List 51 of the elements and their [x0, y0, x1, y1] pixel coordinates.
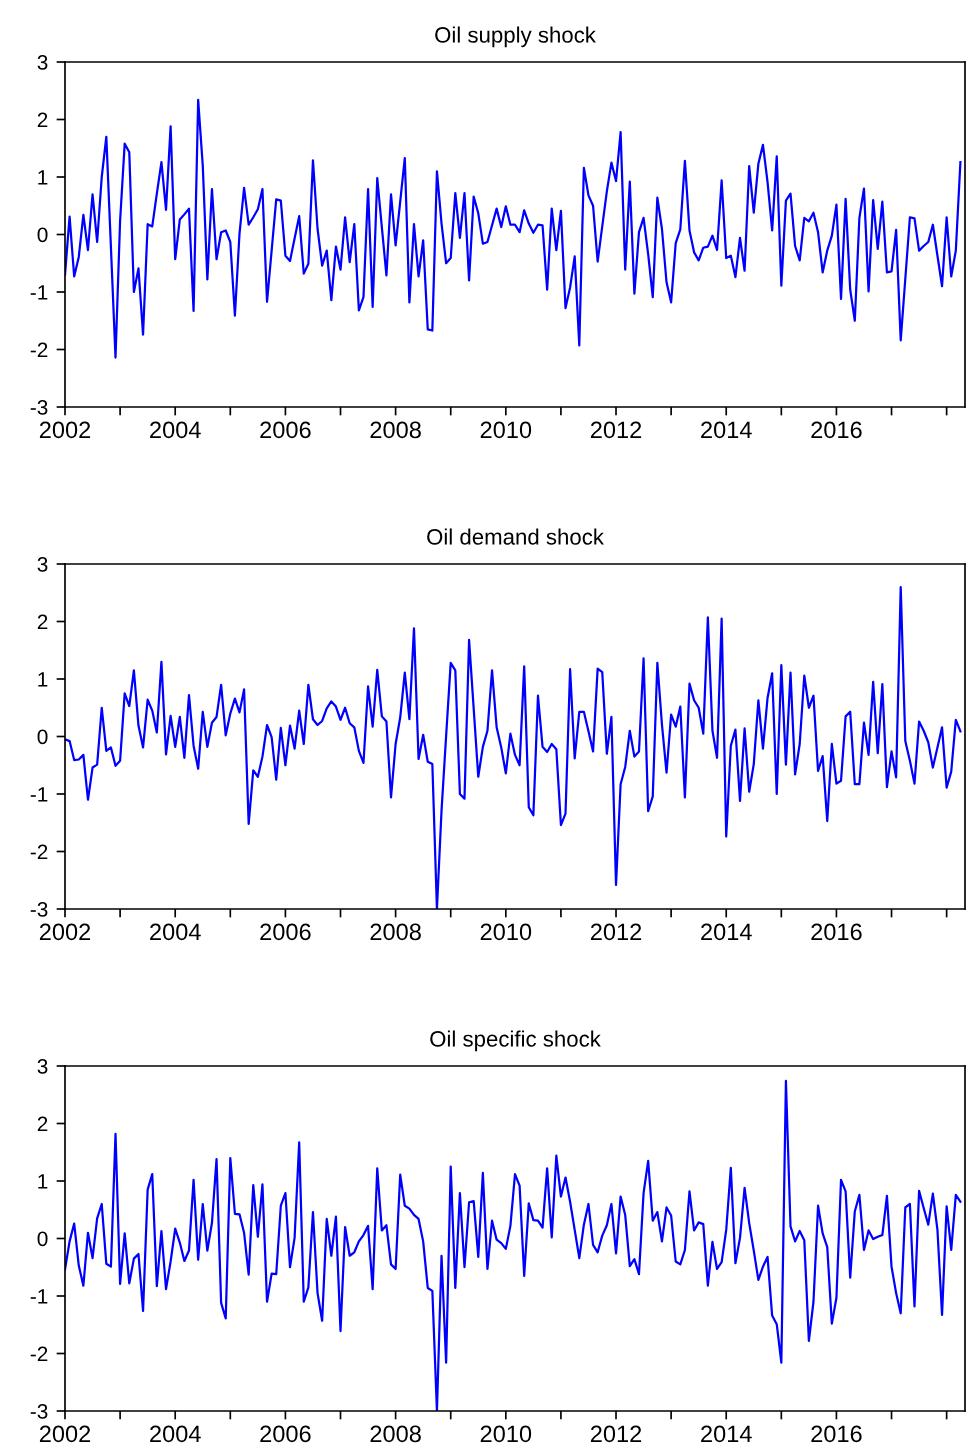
x-tick-label: 2002	[39, 1425, 91, 1443]
x-tick-label: 2016	[811, 923, 862, 941]
x-tick-label: 2006	[260, 421, 311, 439]
y-tick-label: -1	[30, 285, 48, 300]
x-tick-label: 2002	[39, 421, 91, 439]
x-tick-label: 2012	[590, 923, 642, 941]
y-tick-label: 2	[37, 614, 48, 630]
y-tick-label: -1	[30, 787, 48, 802]
x-tick-label: 2008	[370, 923, 421, 941]
x-tick-label: 2006	[260, 1425, 311, 1443]
line-series	[65, 98, 962, 359]
chart-title: Oil demand shock	[427, 528, 604, 545]
x-tick-label: 2016	[811, 421, 862, 439]
chart-title: Oil supply shock	[435, 26, 596, 48]
y-tick-label: 0	[37, 729, 48, 745]
x-tick-label: 2004	[150, 421, 201, 439]
y-tick-label: -3	[30, 400, 48, 415]
y-tick-label: 1	[38, 672, 48, 687]
y-tick-label: 2	[37, 1116, 48, 1132]
y-tick-label: -3	[30, 1404, 48, 1419]
line-series	[65, 1079, 962, 1411]
x-tick-label: 2016	[811, 1425, 862, 1443]
x-tick-label: 2010	[480, 923, 532, 941]
y-tick-label: -2	[30, 1346, 48, 1362]
y-tick-label: -1	[30, 1289, 48, 1304]
y-tick-label: 0	[37, 227, 48, 243]
y-tick-label: -3	[30, 902, 48, 917]
y-tick-label: 3	[37, 55, 48, 70]
y-tick-label: 0	[37, 1231, 48, 1247]
x-tick-label: 2012	[590, 1425, 642, 1443]
y-tick-label: -2	[30, 844, 48, 860]
chart-title: Oil specific shock	[430, 1030, 601, 1052]
line-series	[65, 585, 962, 909]
x-tick-label: 2006	[260, 923, 311, 941]
x-tick-label: 2002	[39, 923, 91, 941]
x-tick-label: 2014	[701, 923, 752, 941]
x-tick-label: 2012	[590, 421, 642, 439]
x-tick-label: 2004	[150, 1425, 201, 1443]
x-tick-label: 2010	[480, 1425, 532, 1443]
x-tick-label: 2008	[370, 421, 421, 439]
x-tick-label: 2008	[370, 1425, 421, 1443]
y-tick-label: 1	[38, 170, 48, 185]
x-tick-label: 2014	[701, 421, 752, 439]
x-tick-label: 2010	[480, 421, 532, 439]
y-tick-label: -2	[30, 342, 48, 358]
y-tick-label: 3	[37, 1059, 48, 1074]
x-tick-label: 2014	[701, 1425, 752, 1443]
x-tick-label: 2004	[150, 923, 201, 941]
y-tick-label: 2	[37, 112, 48, 128]
y-tick-label: 3	[37, 557, 48, 572]
y-tick-label: 1	[38, 1174, 48, 1189]
